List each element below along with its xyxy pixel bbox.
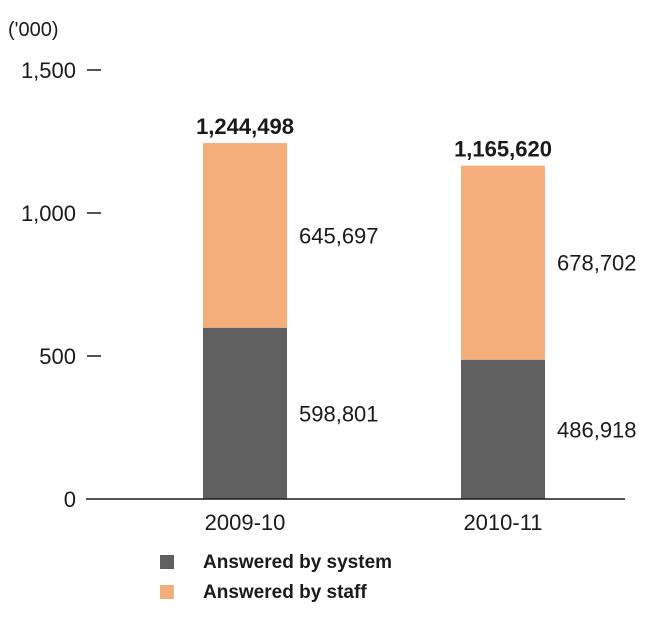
y-tick-label: 0 <box>64 487 76 512</box>
y-tick-label: 500 <box>39 344 76 369</box>
y-axis-ticks: 0 500 1,000 1,500 <box>21 58 101 512</box>
bars: 598,801 645,697 1,244,498 2009-10 486,918 678… <box>196 114 636 535</box>
segment-value-label: 598,801 <box>299 401 379 426</box>
x-category-label: 2009-10 <box>205 510 286 535</box>
legend-swatch <box>160 585 174 599</box>
legend-swatch <box>160 555 174 569</box>
segment-value-label: 486,918 <box>557 417 637 442</box>
legend-label: Answered by system <box>203 552 392 573</box>
y-tick-label: 1,500 <box>21 58 76 83</box>
bar-total-label: 1,165,620 <box>454 137 552 162</box>
bar-segment-staff <box>461 165 545 360</box>
y-axis-unit-label: ('000) <box>8 19 59 41</box>
bar-total-label: 1,244,498 <box>196 114 294 139</box>
bar-segment-system <box>461 359 545 499</box>
legend: Answered by system Answered by staff <box>160 552 392 603</box>
bar-segment-system <box>203 327 287 499</box>
segment-value-label: 645,697 <box>299 223 379 248</box>
legend-label: Answered by staff <box>203 582 367 603</box>
segment-value-label: 678,702 <box>557 251 637 276</box>
bar-segment-staff <box>203 143 287 328</box>
x-category-label: 2010-11 <box>463 510 542 535</box>
y-tick-label: 1,000 <box>21 201 76 226</box>
